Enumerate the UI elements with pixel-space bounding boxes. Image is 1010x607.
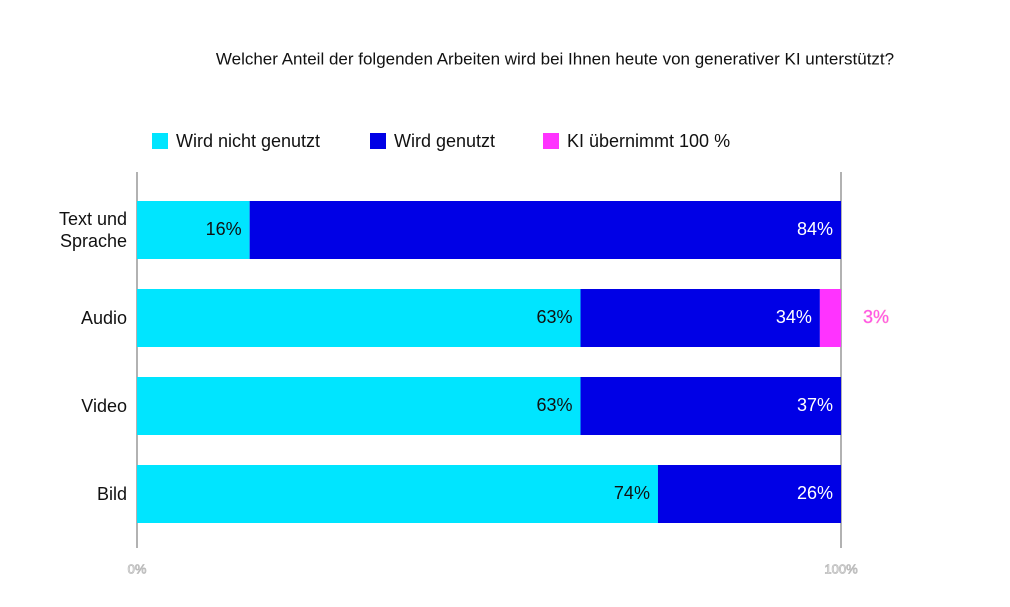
value-label: 26% <box>797 483 833 503</box>
x-tick-label: 0% <box>128 561 147 576</box>
bar-segment <box>580 377 841 435</box>
legend-swatch <box>370 133 386 149</box>
legend-label: Wird nicht genutzt <box>176 131 320 151</box>
bar-segment <box>657 465 841 523</box>
category-label: Text und Sprache <box>58 209 127 251</box>
legend-swatch <box>152 133 168 149</box>
value-label: 74% <box>614 483 650 503</box>
value-label: 34% <box>776 307 812 327</box>
legend-swatch <box>543 133 559 149</box>
value-label: 84% <box>797 219 833 239</box>
legend-label: Wird genutzt <box>394 131 495 151</box>
bar-segment <box>580 289 820 347</box>
x-tick-label: 100% <box>824 561 858 576</box>
value-label: 63% <box>536 307 572 327</box>
bar-segment <box>137 377 581 435</box>
value-label: 63% <box>536 395 572 415</box>
legend-label: KI übernimmt 100 % <box>567 131 730 151</box>
bar-segment <box>137 465 658 523</box>
category-label: Bild <box>96 484 127 504</box>
category-label: Audio <box>80 308 127 328</box>
value-label: 37% <box>797 395 833 415</box>
value-label: 3% <box>863 307 889 327</box>
bar-segment <box>137 201 250 259</box>
value-label: 16% <box>206 219 242 239</box>
bar-segment <box>137 289 581 347</box>
chart-title: Welcher Anteil der folgenden Arbeiten wi… <box>216 49 894 68</box>
bar-segment <box>249 201 841 259</box>
bar-segment <box>819 289 841 347</box>
category-label: Video <box>81 396 127 416</box>
